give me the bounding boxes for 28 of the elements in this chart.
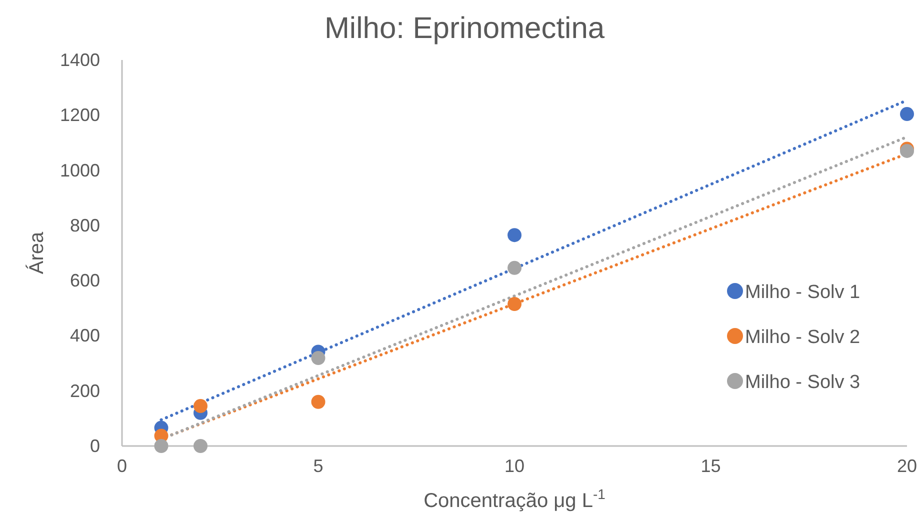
y-tick-label: 1000 <box>60 160 100 180</box>
y-tick-label: 800 <box>70 215 100 236</box>
y-tick-label: 400 <box>70 326 100 346</box>
y-tick-label: 200 <box>70 380 100 401</box>
x-tick-label: 0 <box>116 456 128 476</box>
point <box>154 439 168 453</box>
x-tick-label: 10 <box>504 456 525 476</box>
x-axis-title: Concentração μg L$^{-1}$ <box>424 486 606 512</box>
point <box>508 260 522 275</box>
x-tick-label: 15 <box>700 456 721 476</box>
point <box>311 394 326 409</box>
legend-label: Milho - Solv 2 <box>745 327 860 348</box>
point <box>900 107 914 122</box>
y-axis-title: Área <box>25 231 48 274</box>
y-tick-label: 1400 <box>60 50 100 70</box>
legend-label: Milho - Solv 1 <box>745 282 860 303</box>
x-tick-label: 5 <box>313 456 324 476</box>
x-tick-label: 20 <box>896 456 918 476</box>
point <box>508 297 522 312</box>
point <box>508 228 522 242</box>
point <box>311 351 326 366</box>
y-tick-label: 600 <box>70 270 100 291</box>
chart-title: Milho: Eprinomectina <box>324 12 605 45</box>
point <box>194 399 208 414</box>
legend-label: Milho - Solv 3 <box>745 372 860 393</box>
y-tick-label: 1200 <box>60 105 100 126</box>
y-tick-label: 0 <box>90 436 100 456</box>
point <box>194 439 208 453</box>
